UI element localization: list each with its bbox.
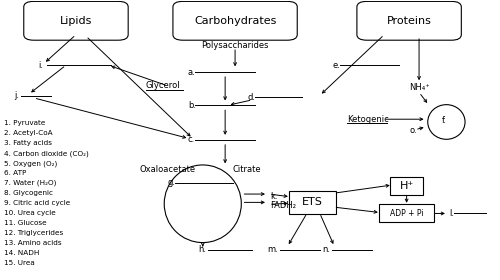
Text: 14. NADH: 14. NADH — [4, 250, 39, 256]
Text: FADH₂: FADH₂ — [270, 201, 296, 210]
Text: Glycerol: Glycerol — [146, 81, 180, 90]
Text: Polysaccharides: Polysaccharides — [202, 41, 269, 50]
Text: m.: m. — [268, 245, 278, 254]
Text: Proteins: Proteins — [386, 16, 432, 26]
Text: i.: i. — [38, 61, 44, 70]
Text: 11. Glucose: 11. Glucose — [4, 220, 46, 226]
FancyBboxPatch shape — [173, 1, 297, 40]
Text: k.: k. — [270, 192, 278, 201]
Text: b.: b. — [188, 101, 196, 110]
FancyBboxPatch shape — [380, 204, 434, 223]
Text: 10. Urea cycle: 10. Urea cycle — [4, 210, 56, 216]
Text: 15. Urea: 15. Urea — [4, 260, 34, 266]
Text: Ketogenic: Ketogenic — [347, 115, 389, 124]
FancyBboxPatch shape — [288, 191, 336, 214]
FancyBboxPatch shape — [390, 177, 423, 195]
Text: e.: e. — [332, 61, 340, 70]
Text: 4. Carbon dioxide (CO₂): 4. Carbon dioxide (CO₂) — [4, 150, 88, 157]
Text: g.: g. — [168, 178, 176, 188]
FancyBboxPatch shape — [24, 1, 128, 40]
FancyBboxPatch shape — [357, 1, 462, 40]
Text: f.: f. — [442, 116, 446, 125]
Ellipse shape — [428, 105, 465, 139]
Text: ETS: ETS — [302, 197, 322, 207]
Text: 8. Glycogenic: 8. Glycogenic — [4, 190, 53, 196]
Text: Carbohydrates: Carbohydrates — [194, 16, 276, 26]
Text: h.: h. — [198, 245, 206, 254]
Text: 2. Acetyl-CoA: 2. Acetyl-CoA — [4, 130, 52, 136]
Text: ADP + Pi: ADP + Pi — [390, 209, 424, 218]
Text: 5. Oxygen (O₂): 5. Oxygen (O₂) — [4, 160, 57, 167]
Text: d.: d. — [248, 92, 256, 102]
Text: 7. Water (H₂O): 7. Water (H₂O) — [4, 180, 56, 186]
Text: o.: o. — [409, 126, 416, 135]
Text: c.: c. — [188, 136, 195, 144]
Text: NH₄⁺: NH₄⁺ — [408, 83, 430, 92]
Text: n.: n. — [322, 245, 330, 254]
Text: 9. Citric acid cycle: 9. Citric acid cycle — [4, 200, 70, 206]
Text: Oxaloacetate: Oxaloacetate — [140, 165, 196, 174]
Text: a.: a. — [188, 67, 196, 77]
Text: Citrate: Citrate — [232, 165, 261, 174]
Text: 6. ATP: 6. ATP — [4, 170, 26, 176]
Text: 3. Fatty acids: 3. Fatty acids — [4, 140, 52, 146]
Text: 12. Triglycerides: 12. Triglycerides — [4, 230, 63, 236]
Text: l.: l. — [449, 209, 454, 218]
Text: 13. Amino acids: 13. Amino acids — [4, 240, 61, 246]
Ellipse shape — [164, 165, 242, 242]
Text: j.: j. — [14, 91, 19, 100]
Text: H⁺: H⁺ — [400, 181, 414, 191]
Text: 1. Pyruvate: 1. Pyruvate — [4, 120, 45, 126]
Text: Lipids: Lipids — [60, 16, 92, 26]
